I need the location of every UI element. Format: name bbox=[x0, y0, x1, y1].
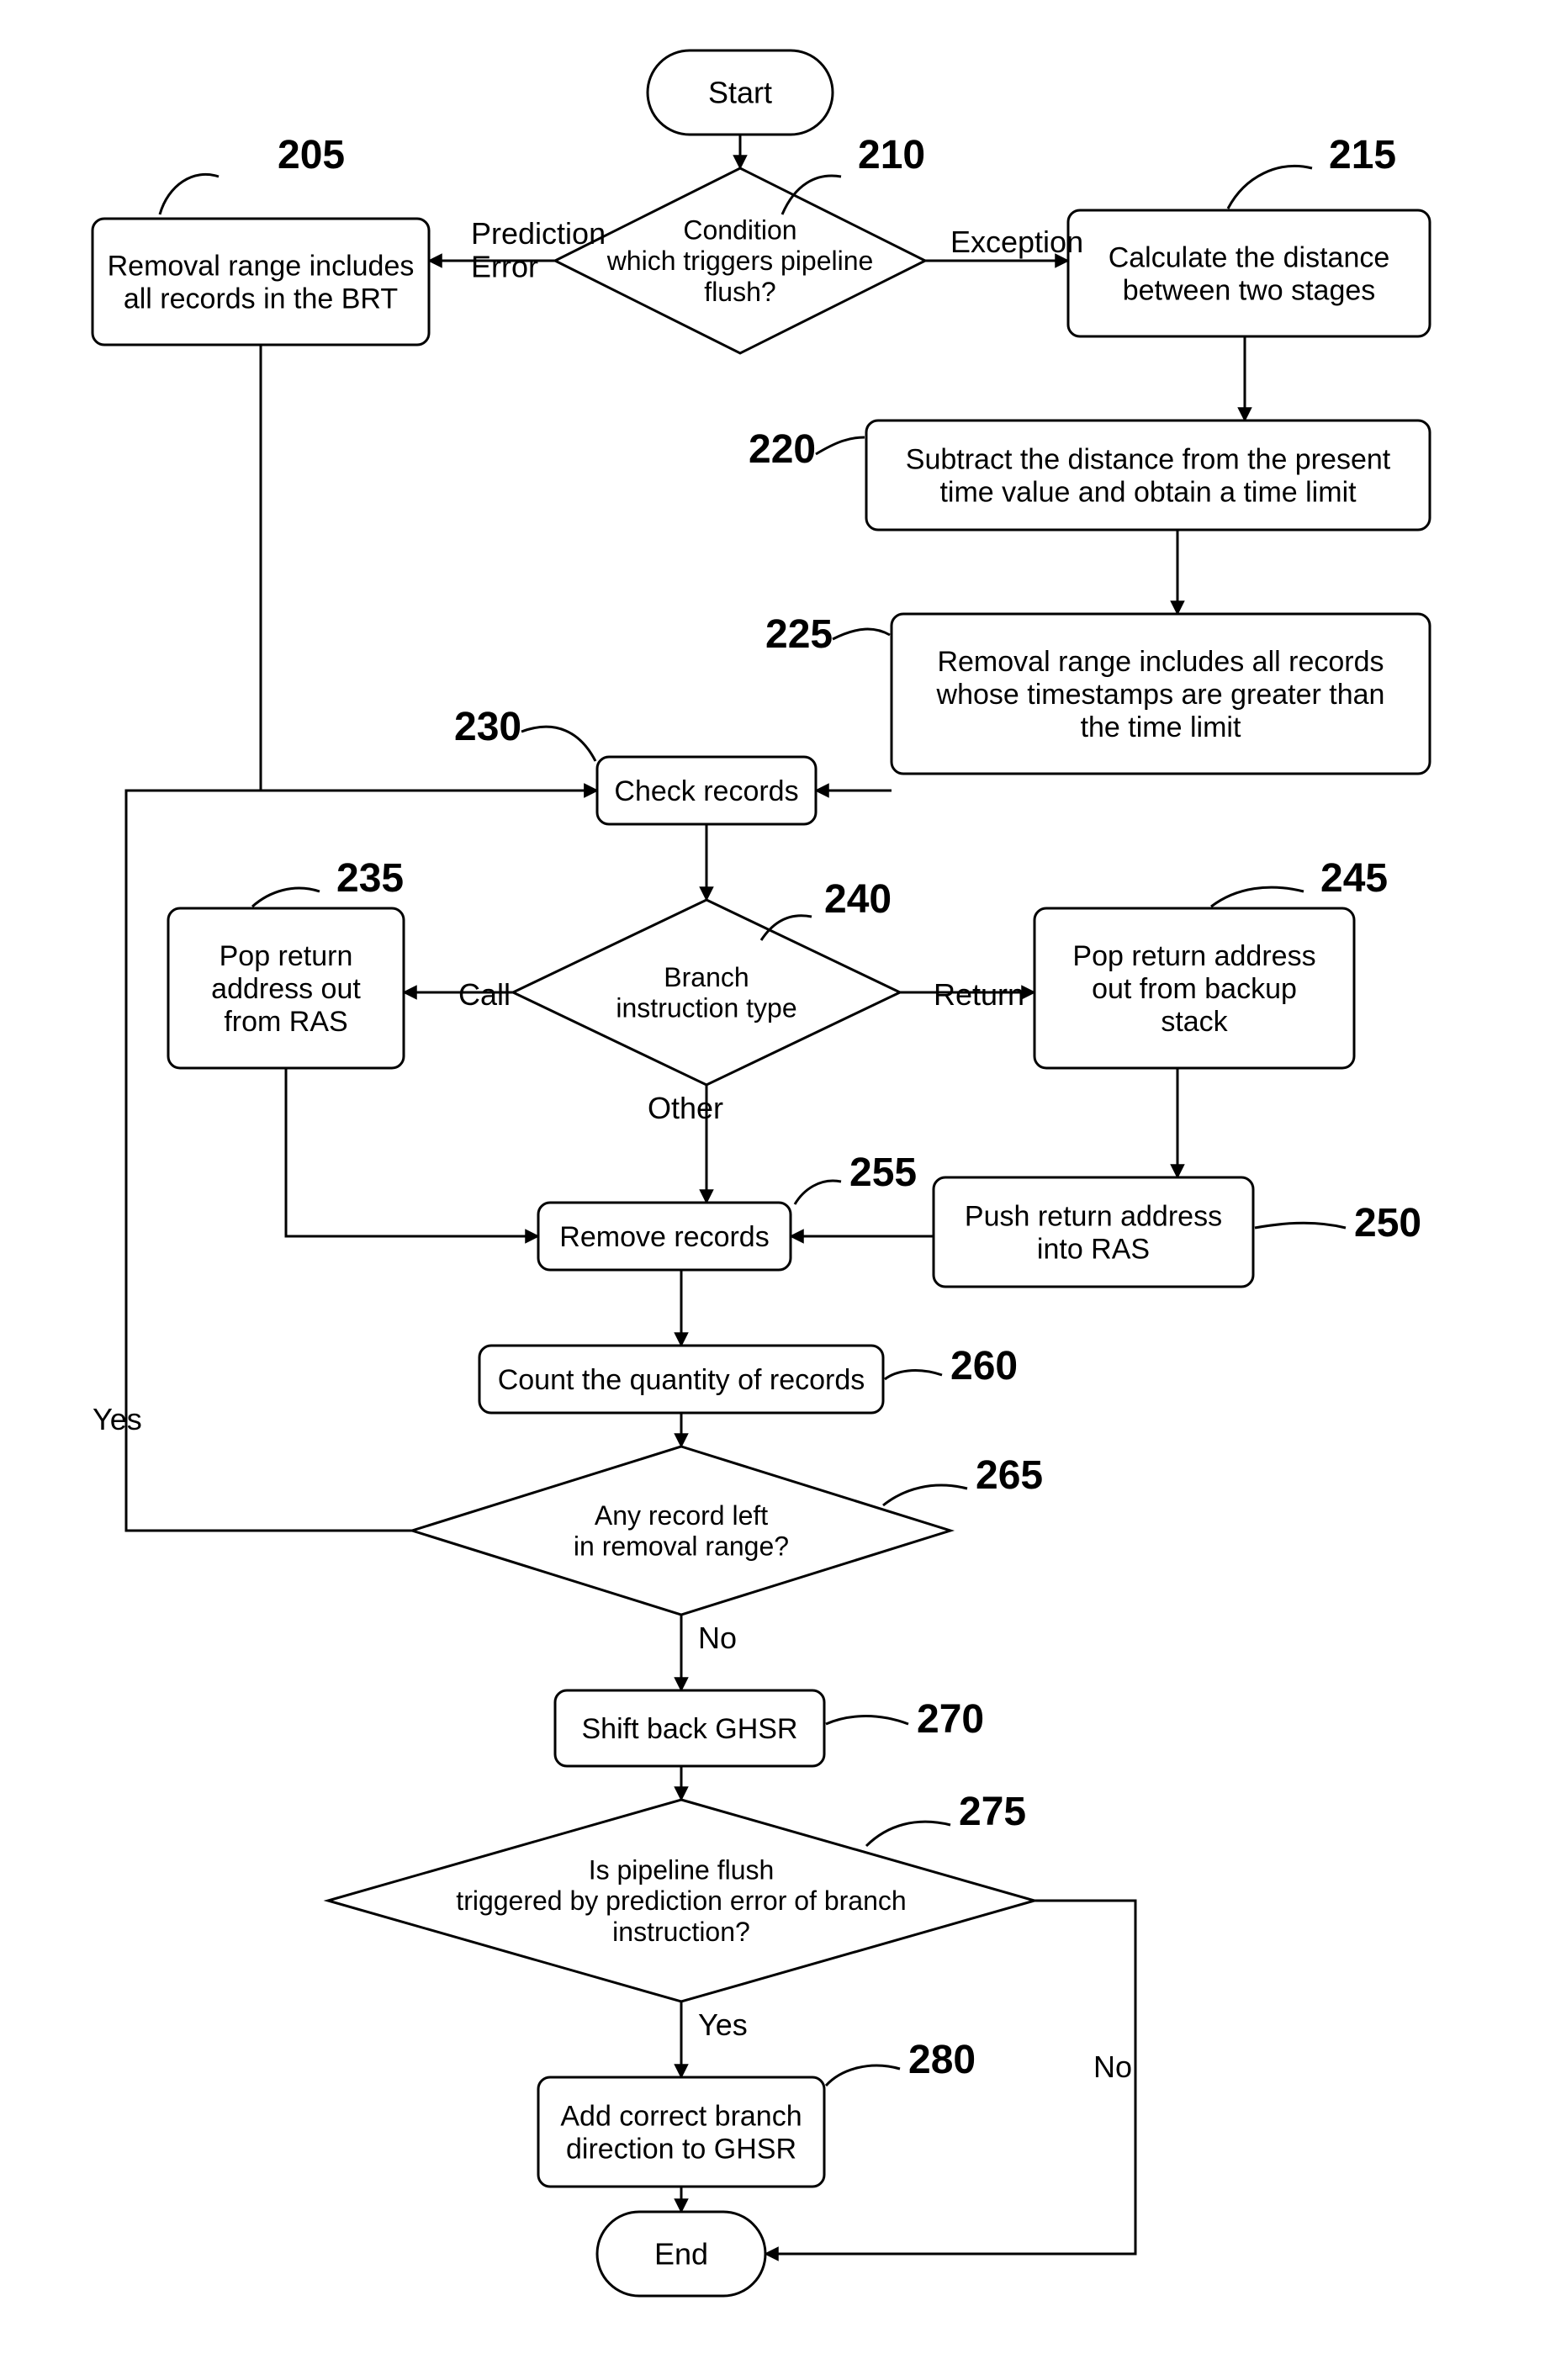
ref-r225: 225 bbox=[765, 612, 833, 657]
n230-text: Check records bbox=[614, 775, 798, 807]
leader-r265 bbox=[883, 1485, 967, 1505]
leader-r245 bbox=[1211, 887, 1304, 907]
edge-label-other: Other bbox=[648, 1091, 723, 1125]
edge-16 bbox=[126, 791, 597, 1531]
ref-r235: 235 bbox=[336, 856, 404, 901]
leader-r230 bbox=[521, 727, 595, 761]
n215-text: Calculate the distancebetween two stages bbox=[1109, 241, 1390, 306]
ref-r245: 245 bbox=[1320, 856, 1388, 901]
edge-6 bbox=[261, 345, 597, 791]
ref-r230: 230 bbox=[454, 705, 521, 749]
leader-r215 bbox=[1228, 166, 1312, 209]
leader-r280 bbox=[826, 2065, 900, 2086]
leader-r270 bbox=[826, 1716, 908, 1724]
n270-text: Shift back GHSR bbox=[582, 1713, 798, 1745]
edge-label-no275: No bbox=[1093, 2049, 1132, 2084]
ref-r265: 265 bbox=[976, 1453, 1043, 1498]
ref-r275: 275 bbox=[959, 1790, 1026, 1834]
n235-text: Pop returnaddress outfrom RAS bbox=[211, 940, 361, 1038]
ref-r210: 210 bbox=[858, 133, 925, 177]
leader-r255 bbox=[795, 1181, 841, 1204]
start-label: Start bbox=[708, 76, 772, 110]
ref-r205: 205 bbox=[278, 133, 345, 177]
ref-r215: 215 bbox=[1329, 133, 1396, 177]
ref-r270: 270 bbox=[917, 1697, 984, 1742]
edge-label-no265: No bbox=[698, 1621, 737, 1655]
edge-label-call: Call bbox=[458, 977, 511, 1012]
ref-r250: 250 bbox=[1354, 1201, 1421, 1246]
n265-text: Any record leftin removal range? bbox=[574, 1500, 789, 1562]
edge-13 bbox=[286, 1068, 538, 1236]
n205-text: Removal range includesall records in the… bbox=[108, 250, 415, 315]
leader-r250 bbox=[1255, 1223, 1346, 1228]
n255-text: Remove records bbox=[559, 1221, 769, 1253]
edge-label-yes275: Yes bbox=[698, 2007, 748, 2042]
leader-r205 bbox=[160, 174, 219, 214]
ref-r280: 280 bbox=[908, 2038, 976, 2082]
ref-r260: 260 bbox=[950, 1344, 1018, 1388]
edge-label-exception: Exception bbox=[950, 225, 1083, 259]
leader-r260 bbox=[885, 1371, 942, 1379]
edge-label-return: Return bbox=[934, 977, 1024, 1012]
edge-label-yes265: Yes bbox=[93, 1402, 142, 1436]
leader-r225 bbox=[833, 629, 890, 639]
n260-text: Count the quantity of records bbox=[498, 1364, 865, 1396]
ref-r220: 220 bbox=[749, 427, 816, 472]
leader-r235 bbox=[252, 888, 320, 907]
leader-r275 bbox=[866, 1822, 950, 1846]
ref-r255: 255 bbox=[849, 1150, 917, 1195]
n280-text: Add correct branchdirection to GHSR bbox=[560, 2100, 802, 2165]
ref-r240: 240 bbox=[824, 877, 892, 922]
n220-text: Subtract the distance from the presentti… bbox=[906, 443, 1391, 508]
end-label: End bbox=[654, 2237, 708, 2272]
leader-r220 bbox=[816, 437, 865, 454]
